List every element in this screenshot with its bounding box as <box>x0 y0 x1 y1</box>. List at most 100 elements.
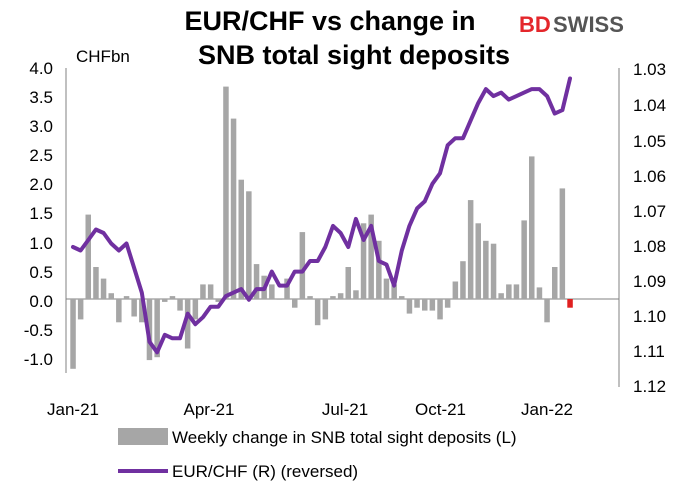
x-tick-label: Jan-21 <box>47 400 99 419</box>
left-tick-label: 2.5 <box>29 146 53 165</box>
bar <box>246 191 252 299</box>
bar <box>200 284 206 299</box>
bar <box>337 293 344 299</box>
x-tick-label: Oct-21 <box>415 400 466 419</box>
bar <box>376 240 382 299</box>
bar <box>108 293 114 299</box>
bar <box>452 281 459 299</box>
left-tick-label: 1.0 <box>29 234 53 253</box>
chart-title-line-2: SNB total sight deposits <box>198 40 510 70</box>
x-tick-label: Jul-21 <box>322 400 368 419</box>
bar <box>567 299 573 308</box>
right-tick-label: 1.10 <box>633 307 666 326</box>
bar <box>77 299 84 320</box>
bar <box>552 267 558 299</box>
bar <box>529 156 535 299</box>
bar <box>345 267 351 299</box>
left-tick-label: -0.5 <box>24 321 53 340</box>
right-tick-label: 1.03 <box>633 60 666 79</box>
bar <box>116 299 122 323</box>
brand-bd: BD <box>519 12 551 37</box>
bar <box>422 299 428 311</box>
bar <box>269 284 275 299</box>
legend-bar-label: Weekly change in SNB total sight deposit… <box>172 428 517 447</box>
bar <box>184 299 191 349</box>
chart-title-line-1: EUR/CHF vs change in <box>184 6 475 36</box>
right-tick-label: 1.07 <box>633 202 666 221</box>
left-tick-label: 0.5 <box>29 263 53 282</box>
bar <box>383 278 390 299</box>
x-tick-label: Apr-21 <box>183 400 234 419</box>
bar <box>292 299 298 308</box>
bar <box>162 299 168 302</box>
bar <box>169 296 176 299</box>
bar <box>131 299 137 317</box>
right-tick-label: 1.04 <box>633 96 666 115</box>
bar <box>100 278 107 299</box>
bar <box>253 264 260 299</box>
bar <box>192 299 199 320</box>
right-tick-label: 1.05 <box>633 132 666 151</box>
left-axis-unit: CHFbn <box>76 47 130 66</box>
right-tick-label: 1.08 <box>633 237 666 256</box>
bar <box>360 223 367 299</box>
bar <box>330 296 336 299</box>
bar <box>460 261 466 299</box>
bar <box>437 299 443 320</box>
right-tick-label: 1.06 <box>633 167 666 186</box>
brand-swiss: SWISS <box>553 12 624 37</box>
bar <box>490 243 497 299</box>
legend-line-label: EUR/CHF (R) (reversed) <box>172 462 358 481</box>
left-axis-ticks: 4.0 3.5 3.0 2.5 2.0 1.5 1.0 0.5 0.0 -0.5… <box>24 59 53 369</box>
bar <box>429 299 436 311</box>
bar <box>154 299 160 358</box>
left-tick-label: 3.0 <box>29 117 53 136</box>
left-tick-label: 3.5 <box>29 88 53 107</box>
left-tick-label: 1.5 <box>29 204 53 223</box>
bar <box>414 299 420 308</box>
bar <box>483 240 489 299</box>
bar <box>368 214 374 299</box>
x-tick-label: Jan-22 <box>521 400 573 419</box>
bar <box>322 299 329 320</box>
bar <box>230 118 237 299</box>
bar <box>85 214 91 299</box>
bar <box>513 284 520 299</box>
bar <box>406 299 413 314</box>
bar-series <box>70 86 573 369</box>
bar <box>467 200 474 299</box>
bar <box>207 284 214 299</box>
legend: Weekly change in SNB total sight deposit… <box>118 428 517 481</box>
bar <box>223 86 229 299</box>
bar <box>536 287 543 299</box>
right-tick-label: 1.12 <box>633 377 666 396</box>
eurchf-line <box>71 76 572 355</box>
bar <box>299 232 306 299</box>
legend-bar-swatch <box>118 428 168 445</box>
bar <box>215 299 221 302</box>
bar <box>444 299 451 308</box>
right-tick-label: 1.09 <box>633 272 666 291</box>
bar <box>177 299 183 311</box>
bar <box>391 284 397 299</box>
right-tick-label: 1.11 <box>633 342 665 361</box>
bdswiss-logo: BD SWISS <box>519 12 624 37</box>
bar <box>123 296 130 299</box>
bar <box>559 188 566 299</box>
x-axis-ticks: Jan-21 Apr-21 Jul-21 Oct-21 Jan-22 <box>47 400 573 419</box>
bar <box>70 299 76 369</box>
left-tick-label: 4.0 <box>29 59 53 78</box>
bar <box>284 278 290 299</box>
bar <box>238 179 244 299</box>
bar <box>544 299 550 323</box>
bar <box>475 223 481 299</box>
bar <box>307 296 313 299</box>
left-tick-label: -1.0 <box>24 350 53 369</box>
bar <box>139 299 145 323</box>
right-axis-ticks: 1.03 1.04 1.05 1.06 1.07 1.08 1.09 1.10 … <box>633 60 666 396</box>
bar <box>521 220 527 299</box>
bar <box>353 290 359 299</box>
bar <box>399 296 405 299</box>
bar <box>506 284 512 299</box>
